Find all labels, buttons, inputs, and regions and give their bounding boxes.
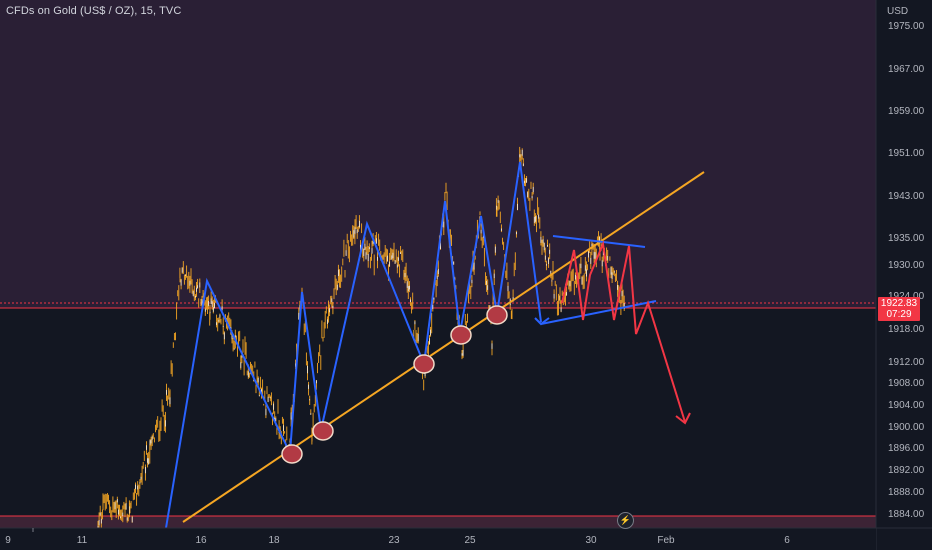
touch-point [450, 325, 472, 345]
price-tick-label: 1943.00 [888, 191, 925, 202]
blue-arrow [534, 317, 550, 326]
price-axis-currency: USD [887, 6, 908, 17]
price-tick-label: 1935.00 [888, 233, 925, 244]
red-zigzag [561, 240, 686, 423]
price-tick-label: 1896.00 [888, 443, 925, 454]
triangle-upper-line [552, 235, 646, 248]
time-tick-label: 25 [464, 535, 476, 546]
bottom-zone [0, 516, 876, 528]
price-tick-label: 1959.00 [888, 106, 925, 117]
price-tick-label: 1908.00 [888, 378, 925, 389]
price-tick-label: 1884.00 [888, 509, 925, 520]
price-axis-panel[interactable] [876, 0, 932, 550]
time-tick-label: 11 [77, 535, 88, 546]
price-tick-label: 1930.00 [888, 260, 925, 271]
price-tick-label: 1912.00 [888, 357, 925, 368]
red-arrow-head [675, 412, 691, 425]
price-tick-label: 1888.00 [888, 487, 925, 498]
price-tick-label: 1924.00 [888, 291, 925, 302]
bar-countdown: 07:29 [886, 309, 912, 320]
lightning-icon[interactable]: ⚡ [617, 512, 634, 529]
price-tick-label: 1967.00 [888, 64, 925, 75]
price-tick-label: 1975.00 [888, 21, 925, 32]
touch-point [413, 354, 435, 374]
time-axis-panel[interactable] [0, 528, 876, 550]
touch-point [486, 305, 508, 325]
time-tick-label: 16 [195, 535, 207, 546]
price-tick-label: 1951.00 [888, 148, 925, 159]
touch-point [312, 421, 334, 441]
time-tick-label: 23 [388, 535, 400, 546]
price-axis-ticks: 1975.00 1967.00 1959.00 1951.00 1943.00 1935.… [888, 21, 925, 520]
triangle-lower-line [540, 300, 657, 325]
last-price-label: 1922.83 07:29 [878, 297, 920, 321]
touch-point [281, 444, 303, 464]
touch-points [281, 305, 508, 464]
price-tick-label: 1892.00 [888, 465, 925, 476]
time-tick-label: Feb [657, 535, 675, 546]
price-tick-label: 1904.00 [888, 400, 925, 411]
last-price-value: 1922.83 [880, 298, 918, 309]
time-tick-label: 30 [585, 535, 597, 546]
time-axis-ticks: 9 11 16 18 23 25 30 Feb 6 [5, 535, 790, 546]
support-trendline [182, 171, 705, 523]
price-tick-label: 1918.00 [888, 324, 925, 335]
price-tick-label: 1900.00 [888, 422, 925, 433]
time-tick-label: 6 [784, 535, 790, 546]
chart-legend: CFDs on Gold (US$ / OZ), 15, TVC [6, 5, 182, 17]
time-tick-label: 9 [5, 535, 11, 546]
time-tick-label: 18 [268, 535, 280, 546]
